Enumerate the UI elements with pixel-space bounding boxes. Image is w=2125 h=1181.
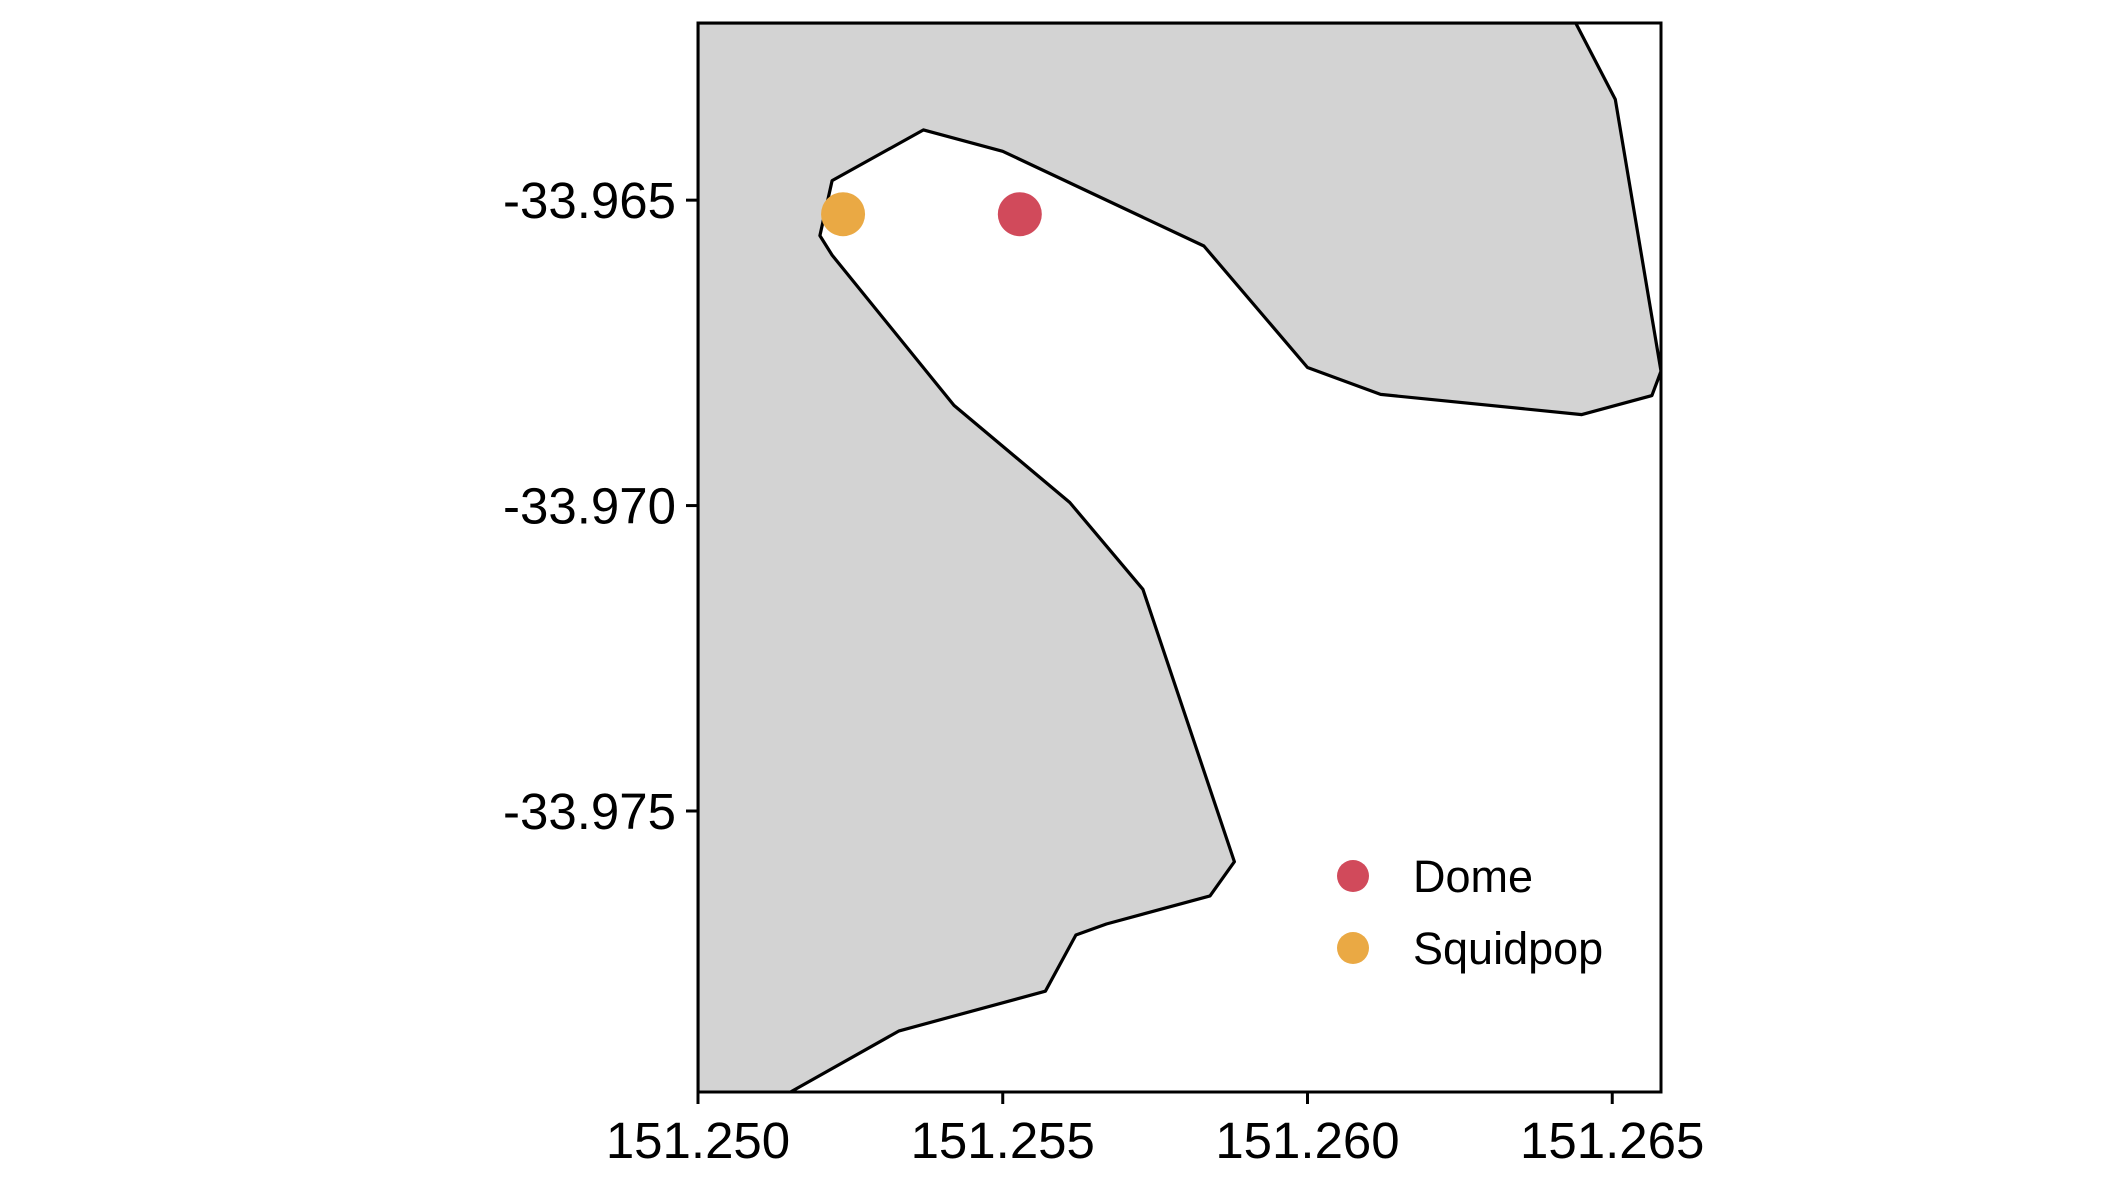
- x-tick-label: 151.250: [606, 1112, 790, 1169]
- x-axis: 151.250 151.255 151.260 151.265: [606, 1092, 1704, 1169]
- x-tick-label: 151.255: [911, 1112, 1095, 1169]
- y-tick-label: -33.970: [503, 478, 676, 535]
- y-tick-label: -33.965: [503, 172, 676, 229]
- panel-border: [696, 21, 1663, 1094]
- point-squidpop: [821, 192, 866, 237]
- land-polygon: [698, 23, 1661, 1092]
- legend: Dome Squidpop: [1337, 851, 1603, 974]
- y-axis: -33.965 -33.970 -33.975: [503, 172, 698, 840]
- legend-label-dome: Dome: [1413, 851, 1533, 902]
- site-points: [821, 192, 1042, 237]
- legend-item-squidpop: Squidpop: [1337, 923, 1603, 974]
- y-tick-label: -33.975: [503, 783, 676, 840]
- legend-swatch-dome: [1337, 860, 1369, 892]
- legend-swatch-squidpop: [1337, 932, 1369, 964]
- x-tick-label: 151.260: [1215, 1112, 1399, 1169]
- point-dome: [997, 192, 1042, 237]
- legend-item-dome: Dome: [1337, 851, 1533, 902]
- legend-label-squidpop: Squidpop: [1413, 923, 1603, 974]
- x-tick-label: 151.265: [1520, 1112, 1704, 1169]
